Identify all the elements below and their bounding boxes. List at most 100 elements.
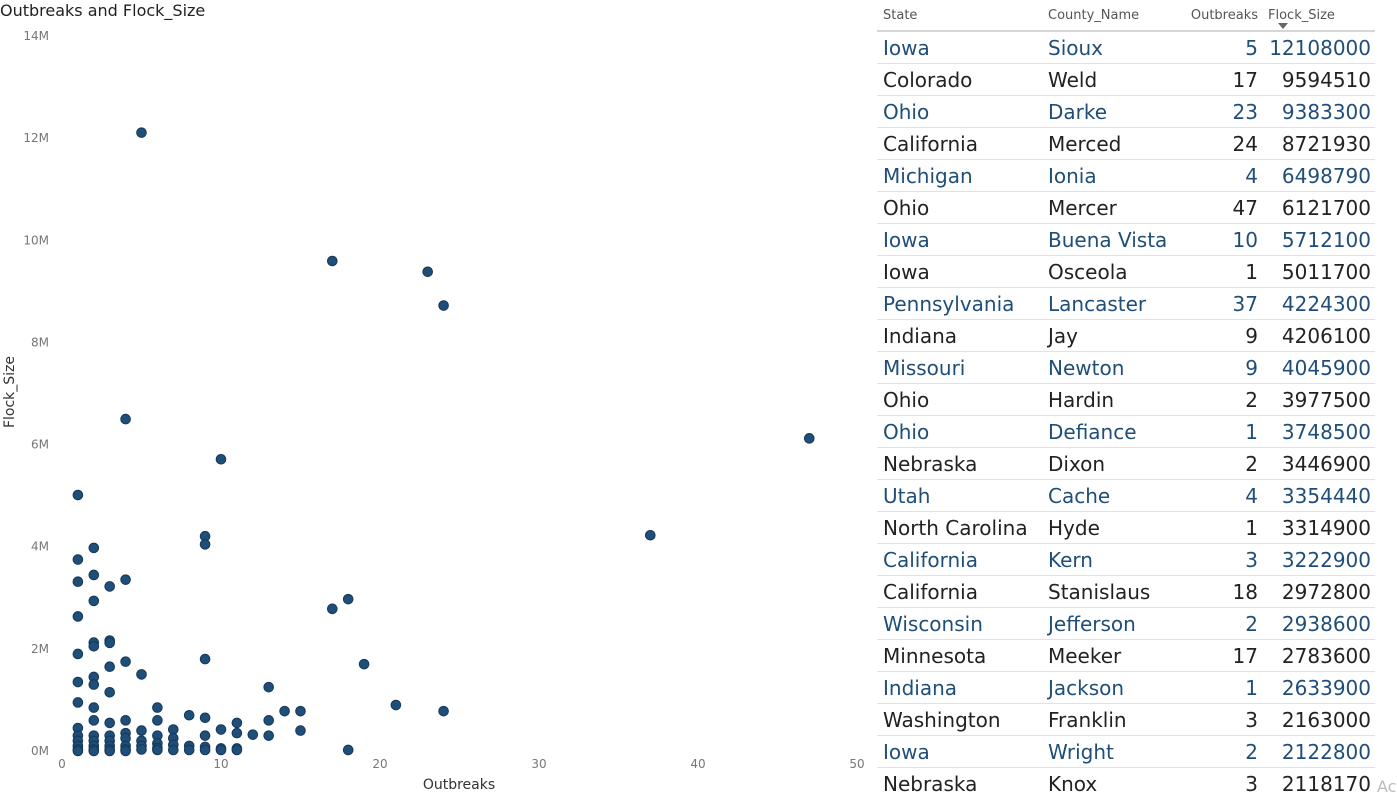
table-row[interactable]: Iowa Wright 2 2122800 bbox=[877, 735, 1375, 768]
table-row[interactable]: Michigan Ionia 4 6498790 bbox=[877, 159, 1375, 192]
sort-descending-icon[interactable] bbox=[1278, 23, 1288, 29]
data-point[interactable] bbox=[199, 653, 211, 665]
data-point[interactable] bbox=[104, 637, 115, 649]
data-point[interactable] bbox=[72, 554, 84, 565]
data-point[interactable] bbox=[88, 569, 100, 581]
data-point[interactable] bbox=[422, 266, 434, 278]
data-point[interactable] bbox=[104, 717, 115, 729]
table-row[interactable]: Washington Franklin 3 2163000 bbox=[877, 703, 1375, 736]
table-row[interactable]: Colorado Weld 17 9594510 bbox=[877, 63, 1375, 96]
table-row[interactable]: Nebraska Dixon 2 3446900 bbox=[877, 447, 1375, 480]
data-point[interactable] bbox=[263, 715, 275, 726]
data-point[interactable] bbox=[88, 542, 100, 554]
data-point[interactable] bbox=[88, 641, 100, 652]
data-point[interactable] bbox=[104, 745, 115, 757]
chart-title: Outbreaks and Flock_Size bbox=[0, 1, 205, 21]
data-point[interactable] bbox=[72, 745, 84, 757]
data-point[interactable] bbox=[295, 725, 306, 736]
data-point[interactable] bbox=[231, 717, 243, 729]
data-point[interactable] bbox=[327, 603, 338, 615]
table-row[interactable]: Iowa Sioux 5 12108000 bbox=[877, 31, 1375, 64]
data-point[interactable] bbox=[183, 709, 195, 721]
data-point[interactable] bbox=[231, 744, 243, 756]
column-header-flock-size[interactable]: Flock_Size bbox=[1262, 0, 1375, 32]
data-point[interactable] bbox=[120, 413, 131, 425]
table-row[interactable]: Utah Cache 4 3354440 bbox=[877, 479, 1375, 512]
data-point[interactable] bbox=[263, 730, 275, 741]
table-row[interactable]: California Merced 24 8721930 bbox=[877, 127, 1375, 160]
column-header-outbreaks[interactable]: Outbreaks bbox=[1179, 0, 1262, 32]
data-point[interactable] bbox=[152, 744, 163, 756]
data-point[interactable] bbox=[215, 453, 227, 465]
data-point[interactable] bbox=[168, 744, 179, 756]
data-point[interactable] bbox=[88, 715, 100, 726]
data-point[interactable] bbox=[104, 661, 115, 673]
cell-state: Indiana bbox=[877, 319, 1042, 352]
table-row[interactable]: Ohio Mercer 47 6121700 bbox=[877, 191, 1375, 224]
data-point[interactable] bbox=[72, 611, 84, 622]
data-point[interactable] bbox=[72, 697, 84, 708]
table-row[interactable]: California Stanislaus 18 2972800 bbox=[877, 575, 1375, 608]
data-point[interactable] bbox=[390, 699, 402, 711]
data-point[interactable] bbox=[72, 576, 84, 588]
data-point[interactable] bbox=[120, 574, 131, 585]
data-point[interactable] bbox=[120, 656, 131, 667]
table-row[interactable]: Nebraska Knox 3 2118170 bbox=[877, 767, 1375, 797]
data-point[interactable] bbox=[136, 127, 147, 138]
data-point[interactable] bbox=[279, 705, 290, 717]
data-point[interactable] bbox=[438, 300, 449, 311]
data-point[interactable] bbox=[215, 724, 227, 735]
data-point[interactable] bbox=[438, 705, 449, 717]
table-row[interactable]: Indiana Jackson 1 2633900 bbox=[877, 671, 1375, 704]
table-row[interactable]: Ohio Darke 23 9383300 bbox=[877, 95, 1375, 128]
table-row[interactable]: North Carolina Hyde 1 3314900 bbox=[877, 511, 1375, 544]
data-point[interactable] bbox=[88, 745, 100, 757]
cell-flock-size: 9383300 bbox=[1262, 95, 1375, 128]
data-point[interactable] bbox=[199, 712, 211, 724]
data-point[interactable] bbox=[88, 702, 100, 713]
data-point[interactable] bbox=[183, 744, 195, 756]
data-point[interactable] bbox=[136, 725, 147, 736]
data-point[interactable] bbox=[263, 681, 275, 693]
data-point[interactable] bbox=[327, 255, 338, 267]
data-point[interactable] bbox=[72, 489, 84, 501]
data-point[interactable] bbox=[215, 744, 227, 756]
data-point[interactable] bbox=[104, 581, 115, 592]
table-row[interactable]: Ohio Defiance 1 3748500 bbox=[877, 415, 1375, 448]
table-row[interactable]: Iowa Osceola 1 5011700 bbox=[877, 255, 1375, 288]
table-row[interactable]: Iowa Buena Vista 10 5712100 bbox=[877, 223, 1375, 256]
data-table-panel[interactable]: State County_Name Outbreaks Flock_Size I… bbox=[877, 0, 1377, 797]
data-point[interactable] bbox=[88, 595, 100, 607]
data-point[interactable] bbox=[804, 433, 815, 444]
table-row[interactable]: Pennsylvania Lancaster 37 4224300 bbox=[877, 287, 1375, 320]
data-point[interactable] bbox=[342, 593, 354, 605]
table-row[interactable]: Ohio Hardin 2 3977500 bbox=[877, 383, 1375, 416]
data-point[interactable] bbox=[136, 744, 147, 755]
data-point[interactable] bbox=[199, 730, 211, 741]
column-header-state[interactable]: State bbox=[877, 0, 1042, 32]
data-point[interactable] bbox=[168, 724, 179, 735]
table-row[interactable]: Wisconsin Jefferson 2 2938600 bbox=[877, 607, 1375, 640]
data-point[interactable] bbox=[358, 658, 370, 670]
data-point[interactable] bbox=[88, 679, 100, 690]
table-row[interactable]: Indiana Jay 9 4206100 bbox=[877, 319, 1375, 352]
data-point[interactable] bbox=[152, 715, 163, 726]
data-point[interactable] bbox=[342, 744, 354, 756]
data-point[interactable] bbox=[104, 686, 115, 698]
data-point[interactable] bbox=[645, 529, 656, 541]
data-point[interactable] bbox=[120, 715, 131, 726]
data-point[interactable] bbox=[136, 669, 147, 680]
table-row[interactable]: Missouri Newton 9 4045900 bbox=[877, 351, 1375, 384]
data-point[interactable] bbox=[231, 727, 243, 739]
table-row[interactable]: California Kern 3 3222900 bbox=[877, 543, 1375, 576]
data-point[interactable] bbox=[152, 702, 163, 713]
data-point[interactable] bbox=[247, 729, 259, 740]
data-point[interactable] bbox=[72, 648, 84, 660]
data-point[interactable] bbox=[199, 539, 211, 550]
table-row[interactable]: Minnesota Meeker 17 2783600 bbox=[877, 639, 1375, 672]
data-point[interactable] bbox=[199, 744, 211, 756]
column-header-county-name[interactable]: County_Name bbox=[1042, 0, 1179, 32]
data-point[interactable] bbox=[295, 705, 306, 717]
data-point[interactable] bbox=[72, 676, 84, 688]
data-point[interactable] bbox=[120, 745, 131, 757]
